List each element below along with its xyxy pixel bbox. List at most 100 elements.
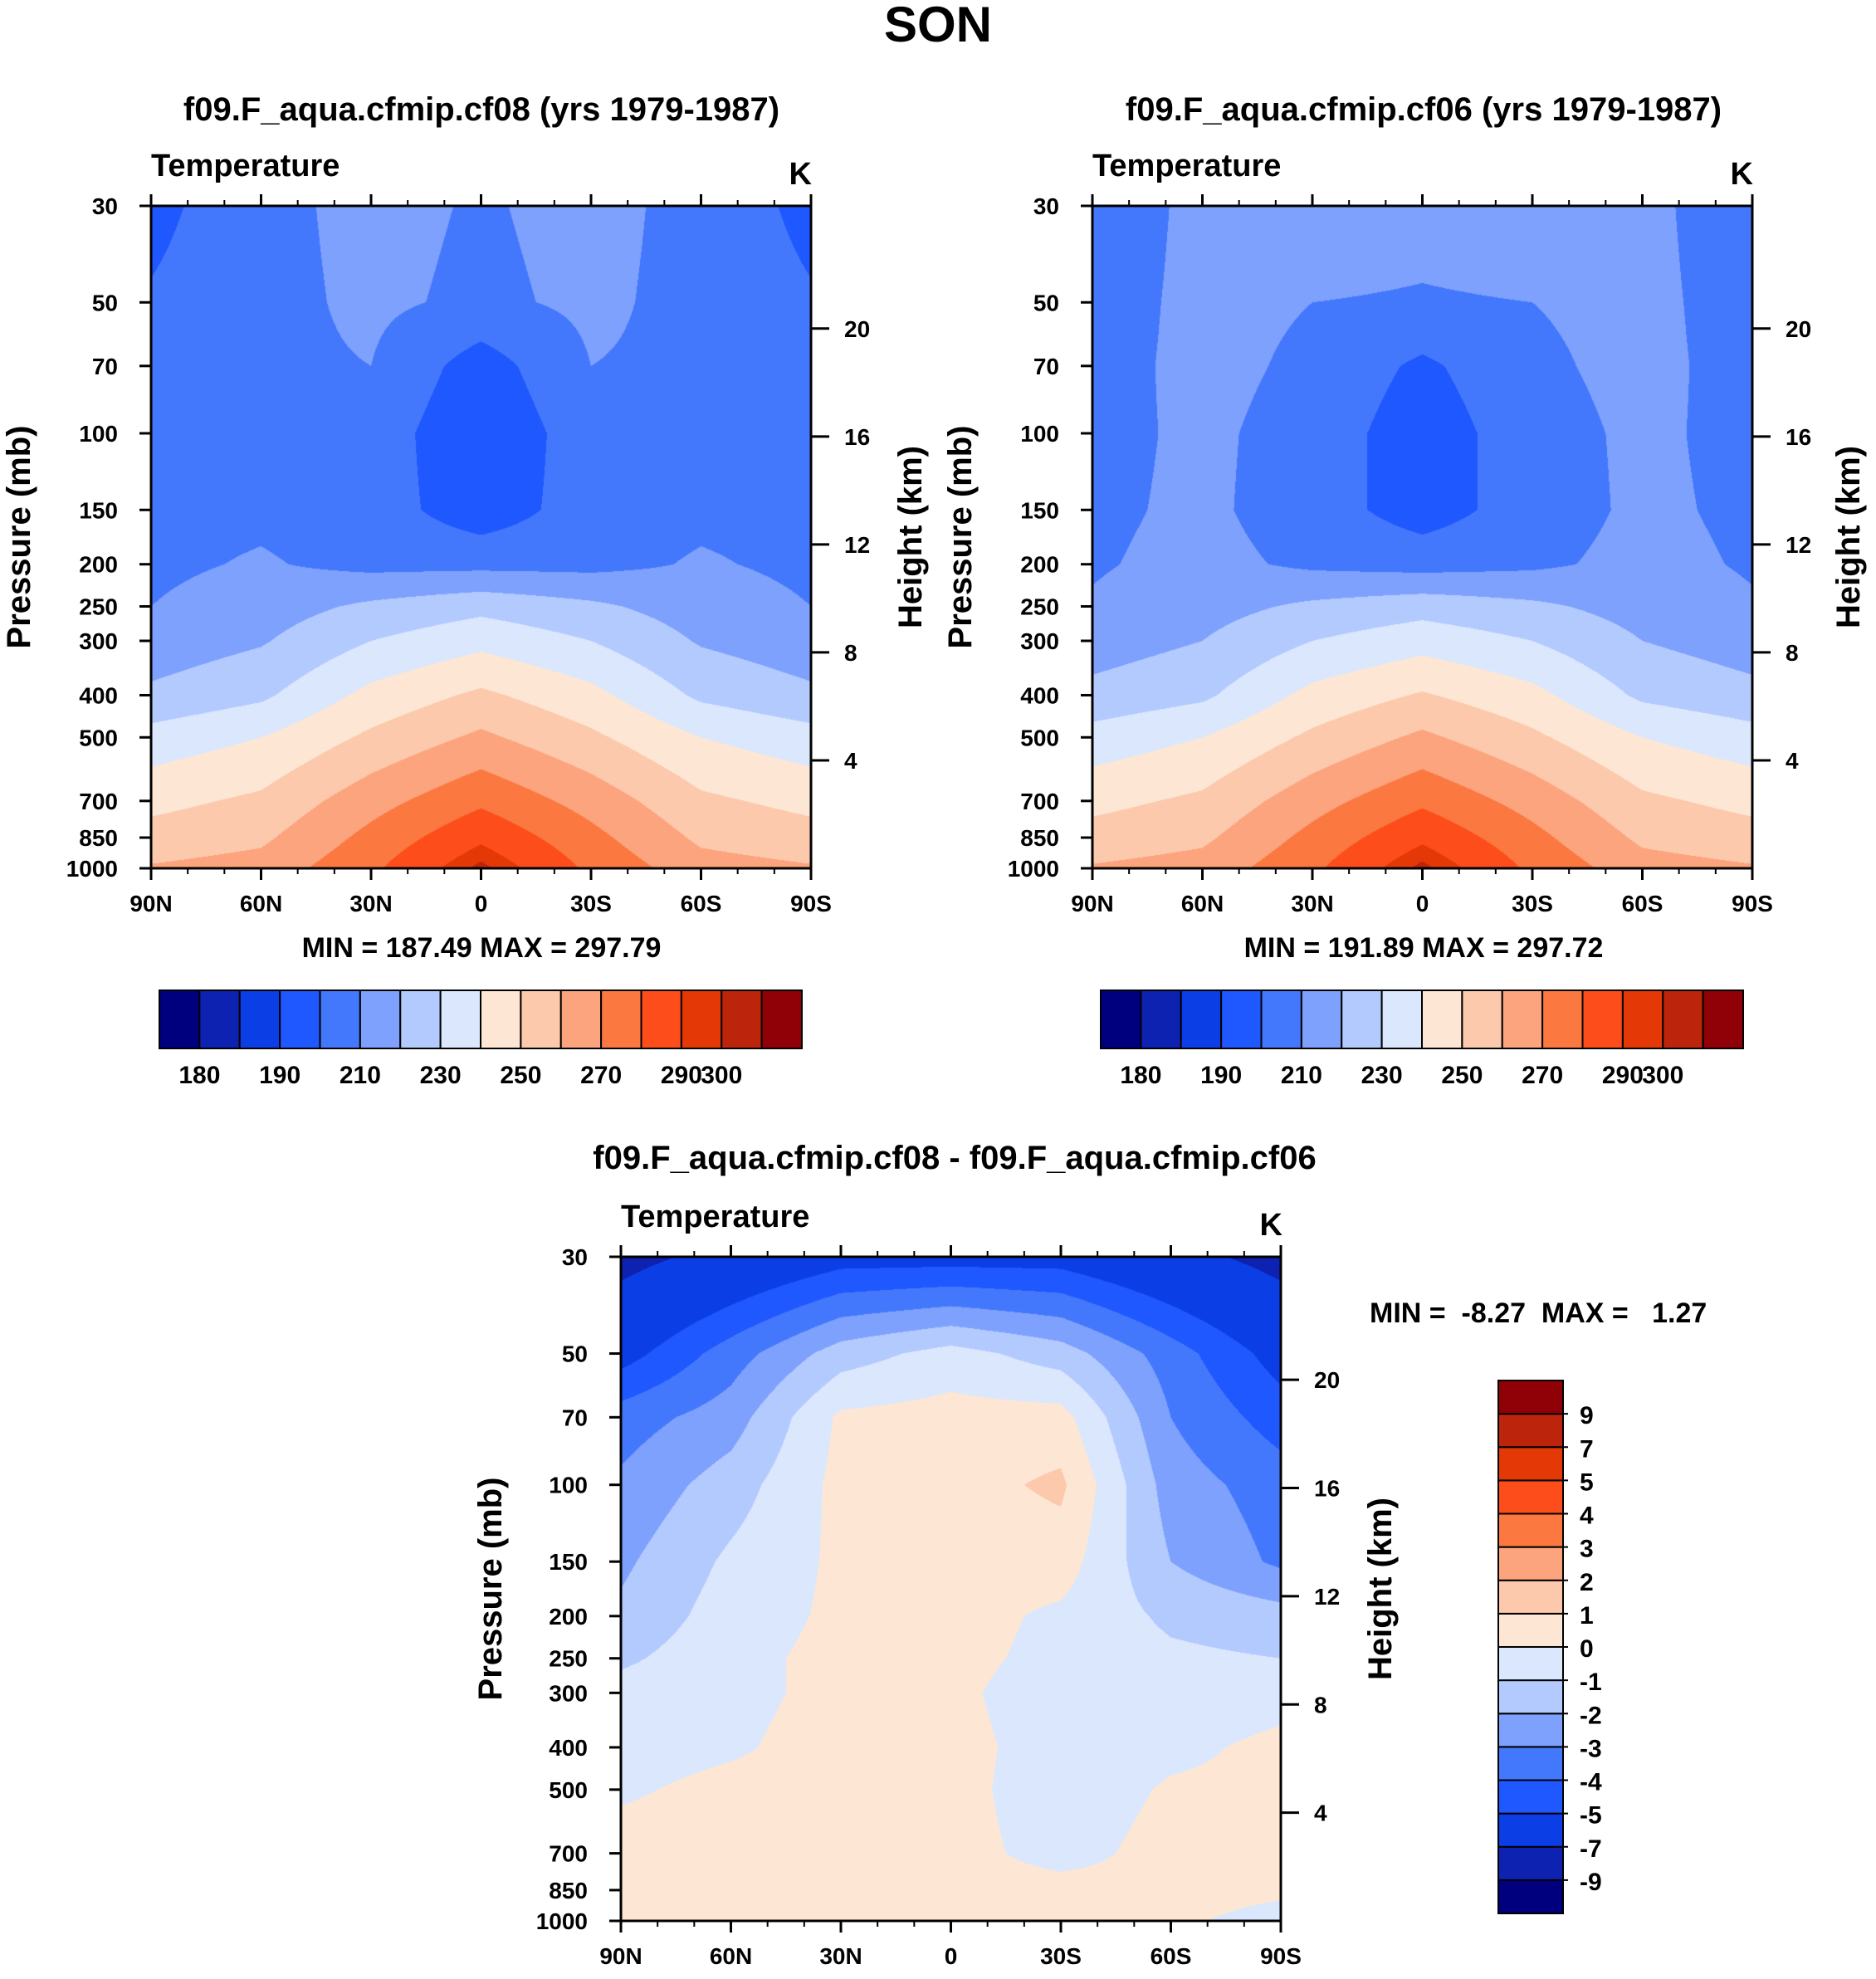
axis-ticks: 90N 60N 30N 0 30S 60S 90S 30 50 70 100 150 200 250 300…	[66, 193, 870, 916]
y-tick-label: 70	[562, 1405, 588, 1430]
colorbar-box	[1421, 990, 1463, 1049]
x-tick-label: 90S	[1732, 891, 1773, 916]
y-tick-label: 250	[79, 594, 118, 620]
colorbar-box	[1497, 1546, 1564, 1581]
height-tick-label: 4	[1314, 1801, 1327, 1826]
height-tick-label: 8	[1786, 640, 1799, 666]
x-tick-label: 90S	[790, 891, 832, 916]
colorbar-box	[399, 990, 442, 1049]
min-max-stats: MIN = 187.49 MAX = 297.79	[302, 932, 662, 964]
min-max-stats: MIN = 191.89 MAX = 297.72	[1244, 932, 1604, 964]
axis-ticks: 90N 60N 30N 0 30S 60S 90S 30 50 70 100 150 200 250 300…	[1008, 193, 1811, 916]
colorbar-box	[1100, 990, 1142, 1049]
x-tick-label: 0	[475, 891, 488, 916]
y-tick-label: 50	[92, 290, 118, 315]
y-tick-label: 700	[79, 789, 118, 814]
colorbar-label: 3	[1580, 1536, 1594, 1563]
y2-axis-title: Height (km)	[892, 446, 929, 628]
x-tick-label: 60N	[710, 1943, 752, 1969]
colorbar-box	[1380, 990, 1423, 1049]
colorbar-box	[1497, 1446, 1564, 1482]
panel-cf08: f09.F_aqua.cfmip.cf08 (yrs 1979-1987) Te…	[1, 91, 929, 1089]
colorbar-box	[600, 990, 642, 1049]
colorbar-box	[640, 990, 682, 1049]
colorbar-box	[238, 990, 281, 1049]
colorbar-label: 180	[178, 1062, 220, 1089]
colorbar-label: 250	[1441, 1062, 1483, 1089]
colorbar-box	[1662, 990, 1704, 1049]
colorbar-box	[1497, 1413, 1564, 1449]
y-tick-label: 50	[562, 1341, 588, 1367]
colorbar-label: -4	[1580, 1769, 1602, 1796]
colorbar-box	[1541, 990, 1584, 1049]
colorbar-box	[359, 990, 402, 1049]
x-tick-label: 30S	[570, 891, 612, 916]
colorbar-box	[480, 990, 522, 1049]
x-tick-label: 90S	[1260, 1943, 1302, 1969]
y-tick-label: 200	[1020, 552, 1059, 578]
colorbar-box	[1497, 1579, 1564, 1615]
colorbar-box	[520, 990, 562, 1049]
colorbar-label: 300	[1642, 1062, 1683, 1089]
colorbar-box	[1497, 1679, 1564, 1715]
colorbar-label: 300	[701, 1062, 742, 1089]
colorbar-box	[1497, 1479, 1564, 1515]
x-tick-label: 30S	[1040, 1943, 1082, 1969]
x-tick-label: 60S	[1622, 891, 1663, 916]
colorbar-label: 270	[580, 1062, 622, 1089]
panel-title: f09.F_aqua.cfmip.cf06 (yrs 1979-1987)	[1126, 91, 1722, 128]
height-tick-label: 12	[1786, 532, 1811, 558]
colorbar-label: 190	[259, 1062, 300, 1089]
y-tick-label: 400	[79, 682, 118, 708]
y-tick-label: 300	[549, 1680, 588, 1706]
y-tick-label: 100	[79, 421, 118, 447]
y-tick-label: 400	[549, 1735, 588, 1761]
colorbar-label: 250	[500, 1062, 541, 1089]
x-tick-label: 30N	[349, 891, 392, 916]
contour-field	[151, 206, 811, 868]
height-tick-label: 20	[1786, 316, 1811, 342]
variable-label: Temperature	[151, 149, 340, 183]
y-tick-label: 30	[562, 1244, 588, 1270]
colorbar-box	[760, 990, 803, 1049]
colorbar-label: -5	[1580, 1802, 1602, 1830]
x-tick-label: 60S	[681, 891, 722, 916]
y-tick-label: 1000	[66, 856, 118, 882]
colorbar-label: -1	[1580, 1669, 1602, 1696]
y-tick-label: 1000	[1008, 856, 1059, 882]
colorbar-label: 230	[1361, 1062, 1403, 1089]
height-tick-label: 8	[844, 640, 857, 666]
y-axis-title: Pressure (mb)	[942, 426, 979, 649]
x-tick-label: 60N	[240, 891, 282, 916]
variable-label: Temperature	[621, 1200, 809, 1234]
x-tick-label: 0	[945, 1943, 958, 1969]
colorbar-box	[1341, 990, 1383, 1049]
colorbar-label: 7	[1580, 1435, 1594, 1463]
y-tick-label: 30	[92, 193, 118, 219]
colorbar-box	[1260, 990, 1302, 1049]
y-tick-label: 850	[79, 825, 118, 851]
x-tick-label: 60S	[1151, 1943, 1192, 1969]
axis-ticks: 90N 60N 30N 0 30S 60S 90S 30 50 70 100 150 200 250 300…	[536, 1244, 1340, 1969]
y-tick-label: 250	[549, 1646, 588, 1672]
panel-difference: f09.F_aqua.cfmip.cf08 - f09.F_aqua.cfmip…	[472, 1140, 1707, 1969]
x-tick-label: 30N	[819, 1943, 862, 1969]
colorbar-label: 210	[340, 1062, 381, 1089]
colorbar-label: 2	[1580, 1569, 1594, 1596]
height-tick-label: 4	[844, 748, 857, 774]
colorbar-label: 210	[1281, 1062, 1322, 1089]
contour-field	[621, 1257, 1281, 1921]
x-tick-label: 30N	[1291, 891, 1333, 916]
y-tick-label: 1000	[536, 1908, 588, 1934]
y-tick-label: 300	[79, 628, 118, 654]
colorbar-box	[439, 990, 481, 1049]
y-tick-label: 50	[1033, 290, 1059, 315]
contour-image	[621, 1257, 1281, 1921]
y-axis-title: Pressure (mb)	[472, 1478, 509, 1701]
panel-title: f09.F_aqua.cfmip.cf08 (yrs 1979-1987)	[183, 91, 779, 128]
colorbar-label: -9	[1580, 1869, 1602, 1896]
y-tick-label: 300	[1020, 628, 1059, 654]
x-tick-label: 90N	[129, 891, 172, 916]
panel-cf06: f09.F_aqua.cfmip.cf06 (yrs 1979-1987) Te…	[942, 91, 1867, 1089]
